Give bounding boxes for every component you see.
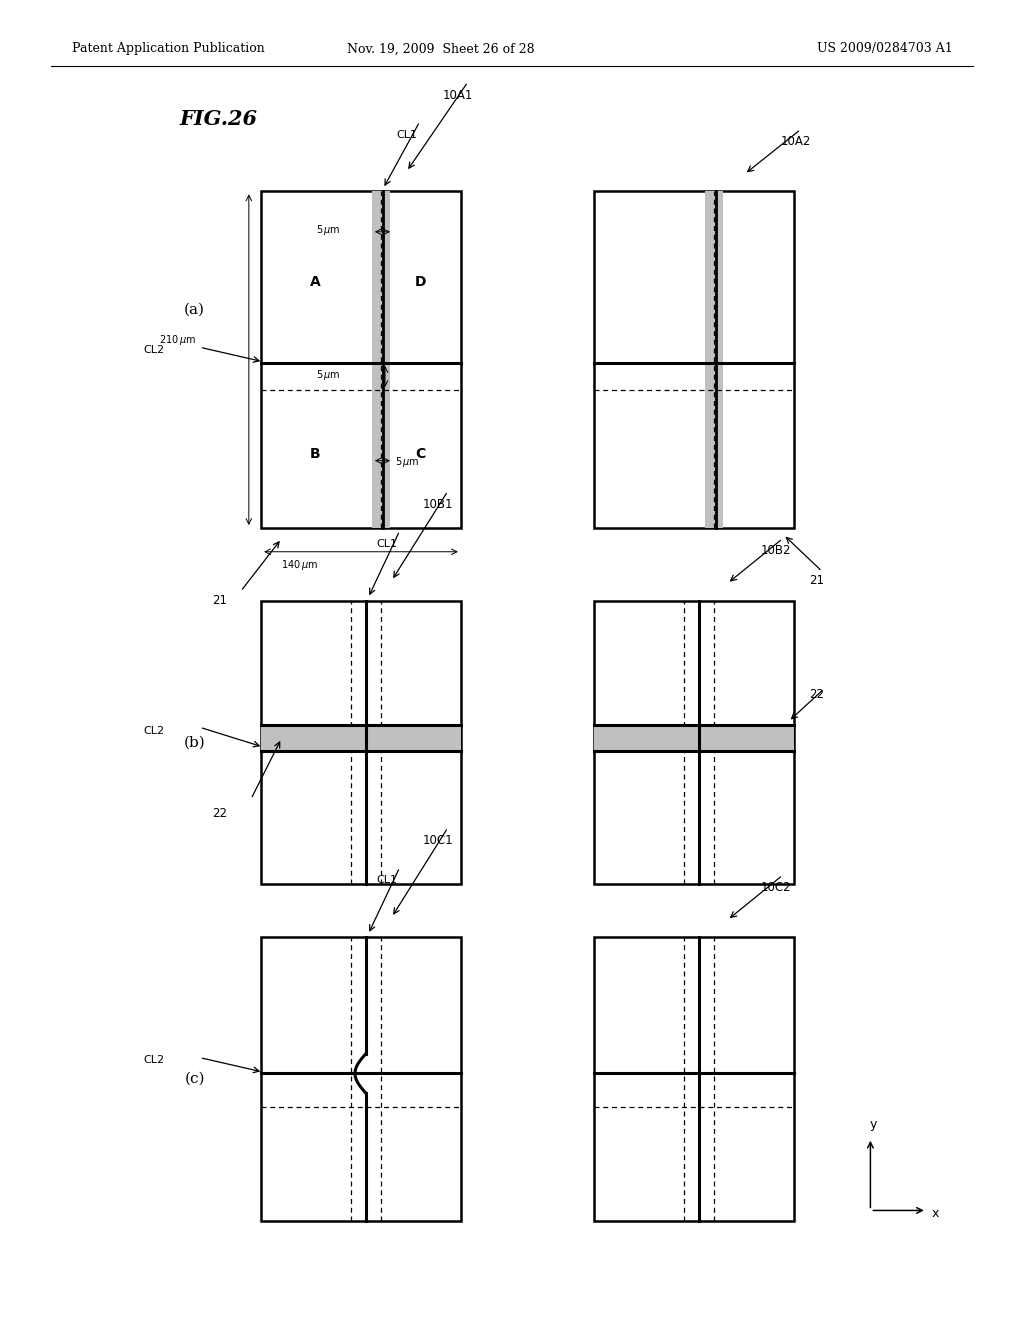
Bar [594,726,794,751]
Text: CL2: CL2 [143,1055,165,1065]
Text: 10C2: 10C2 [760,880,791,894]
Bar [705,191,723,528]
Text: B: B [309,447,321,461]
Text: 21: 21 [809,574,824,587]
Text: (b): (b) [183,735,206,750]
Text: 5$\,\mu$m: 5$\,\mu$m [315,368,340,383]
Bar [261,726,461,751]
Text: 22: 22 [212,807,227,820]
Text: 5$\,\mu$m: 5$\,\mu$m [315,223,340,238]
Text: (c): (c) [184,1072,205,1086]
Text: D: D [415,276,427,289]
Text: 210$\,\mu$m: 210$\,\mu$m [159,333,196,347]
Bar [594,191,794,528]
Text: CL1: CL1 [396,129,418,140]
Text: 21: 21 [212,594,227,607]
Text: FIG.26: FIG.26 [179,108,257,129]
Text: Patent Application Publication: Patent Application Publication [72,42,264,55]
Text: 140$\,\mu$m: 140$\,\mu$m [281,558,318,572]
Bar [261,937,461,1221]
Text: (a): (a) [184,302,205,317]
Text: 10B2: 10B2 [760,544,791,557]
Text: US 2009/0284703 A1: US 2009/0284703 A1 [816,42,952,55]
Text: CL1: CL1 [376,875,397,886]
Text: CL2: CL2 [143,726,165,737]
Text: 10A1: 10A1 [442,88,473,102]
Text: x: x [932,1206,939,1220]
Text: Nov. 19, 2009  Sheet 26 of 28: Nov. 19, 2009 Sheet 26 of 28 [346,42,535,55]
Text: 22: 22 [809,688,824,701]
Bar [594,601,794,884]
Text: 5$\,\mu$m: 5$\,\mu$m [395,455,420,469]
Text: CL2: CL2 [143,345,165,355]
Text: CL1: CL1 [376,539,397,549]
Text: 10C1: 10C1 [422,834,453,847]
Text: 10B1: 10B1 [422,498,453,511]
Text: 10A2: 10A2 [780,135,811,148]
Bar [372,191,390,528]
Text: A: A [309,276,321,289]
Text: y: y [869,1118,878,1131]
Bar [594,937,794,1221]
Bar [261,191,461,528]
Text: C: C [416,447,426,461]
Bar [261,601,461,884]
